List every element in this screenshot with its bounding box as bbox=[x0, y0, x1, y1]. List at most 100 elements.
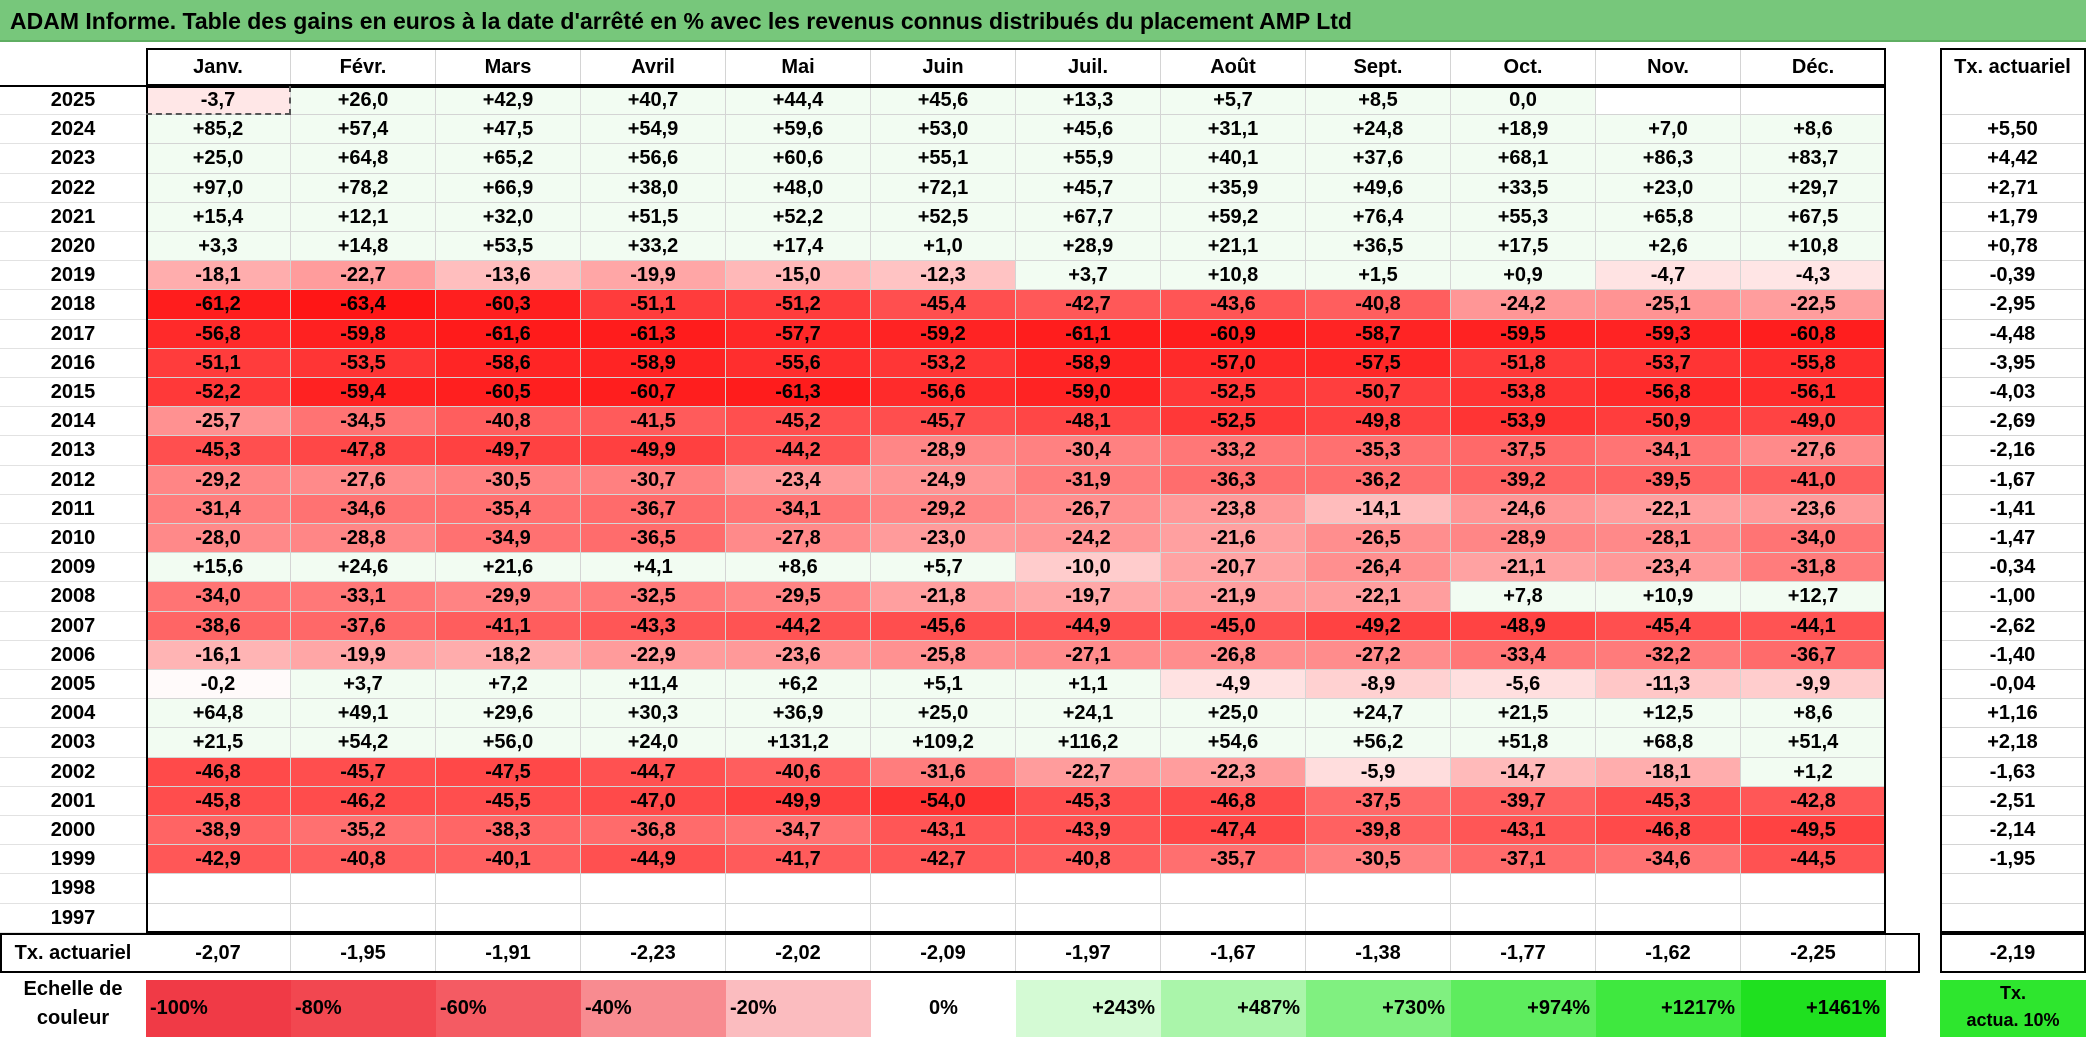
table-cell: -5,6 bbox=[1451, 670, 1596, 700]
table-cell: -45,3 bbox=[146, 436, 291, 466]
rate-cell: -2,69 bbox=[1940, 407, 2086, 437]
table-cell: -40,1 bbox=[436, 845, 581, 875]
table-cell: +40,1 bbox=[1161, 144, 1306, 174]
table-cell bbox=[726, 874, 871, 904]
table-cell: +52,5 bbox=[871, 202, 1016, 232]
table-cell bbox=[146, 874, 291, 904]
table-cell: -34,1 bbox=[1596, 436, 1741, 466]
table-cell: -48,1 bbox=[1016, 407, 1161, 437]
table-cell: +64,8 bbox=[291, 144, 436, 174]
table-cell: +44,4 bbox=[726, 86, 871, 116]
table-cell: -22,3 bbox=[1161, 757, 1306, 787]
table-cell: -63,4 bbox=[291, 290, 436, 320]
table-cell: +59,2 bbox=[1161, 202, 1306, 232]
table-cell: -59,0 bbox=[1016, 378, 1161, 408]
table-cell bbox=[1451, 903, 1596, 933]
table-cell: +78,2 bbox=[291, 173, 436, 203]
table-cell: -44,2 bbox=[726, 611, 871, 641]
table-cell: -30,7 bbox=[581, 465, 726, 495]
table-cell: -32,2 bbox=[1596, 640, 1741, 670]
table-cell bbox=[436, 903, 581, 933]
rate-cell: +4,42 bbox=[1940, 144, 2086, 174]
table-cell: +21,6 bbox=[436, 553, 581, 583]
total-cell: -1,38 bbox=[1306, 932, 1451, 973]
table-cell: -36,5 bbox=[581, 524, 726, 554]
year-label: 2004 bbox=[0, 699, 146, 729]
year-label: 2007 bbox=[0, 612, 146, 641]
table-cell: -46,8 bbox=[1596, 816, 1741, 846]
year-label: 1998 bbox=[0, 874, 146, 904]
total-cell: -1,91 bbox=[436, 932, 581, 973]
table-cell bbox=[1741, 903, 1886, 933]
table-cell: -33,4 bbox=[1451, 640, 1596, 670]
table-cell: -39,5 bbox=[1596, 465, 1741, 495]
rate-cell: -1,00 bbox=[1940, 582, 2086, 612]
report-title: ADAM Informe. Table des gains en euros à… bbox=[0, 0, 2086, 42]
table-cell: -0,2 bbox=[146, 670, 291, 700]
table-cell: -26,7 bbox=[1016, 494, 1161, 524]
color-scale-label-line2: couleur bbox=[36, 1007, 110, 1029]
table-cell: -53,2 bbox=[871, 348, 1016, 378]
table-cell: -30,5 bbox=[1306, 845, 1451, 875]
table-cell: +65,8 bbox=[1596, 202, 1741, 232]
rate-header: Tx. actuariel bbox=[1940, 48, 2086, 86]
table-cell: -36,7 bbox=[581, 494, 726, 524]
table-cell: -39,7 bbox=[1451, 786, 1596, 816]
table-cell: +54,6 bbox=[1161, 728, 1306, 758]
year-label: 2001 bbox=[0, 787, 146, 816]
total-cell: -2,23 bbox=[581, 932, 726, 973]
table-cell: -55,6 bbox=[726, 348, 871, 378]
table-cell: 0,0 bbox=[1451, 86, 1596, 116]
table-cell: -29,2 bbox=[146, 465, 291, 495]
table-cell: -34,0 bbox=[1741, 524, 1886, 554]
table-cell: -8,9 bbox=[1306, 670, 1451, 700]
table-cell: -56,8 bbox=[146, 319, 291, 349]
table-cell: -56,1 bbox=[1741, 378, 1886, 408]
table-cell: +21,5 bbox=[1451, 699, 1596, 729]
table-cell: +131,2 bbox=[726, 728, 871, 758]
table-cell bbox=[1741, 86, 1886, 116]
table-cell: -28,9 bbox=[871, 436, 1016, 466]
table-cell bbox=[1016, 874, 1161, 904]
table-cell: +3,7 bbox=[291, 670, 436, 700]
table-cell: +35,9 bbox=[1161, 173, 1306, 203]
table-cell: +38,0 bbox=[581, 173, 726, 203]
table-cell: -52,5 bbox=[1161, 407, 1306, 437]
year-label: 2025 bbox=[0, 86, 146, 116]
table-cell: -41,5 bbox=[581, 407, 726, 437]
table-cell: -33,1 bbox=[291, 582, 436, 612]
table-cell: -14,7 bbox=[1451, 757, 1596, 787]
month-header-5: Mai bbox=[726, 48, 871, 86]
month-header-4: Avril bbox=[581, 48, 726, 86]
color-scale-step: -100% bbox=[146, 980, 291, 1037]
table-cell: -57,0 bbox=[1161, 348, 1306, 378]
table-cell: -52,5 bbox=[1161, 378, 1306, 408]
table-cell: -45,7 bbox=[871, 407, 1016, 437]
color-scale-step: +730% bbox=[1306, 980, 1451, 1037]
table-cell: -40,8 bbox=[1306, 290, 1451, 320]
table-cell: -21,6 bbox=[1161, 524, 1306, 554]
table-cell: +12,1 bbox=[291, 202, 436, 232]
table-cell: +37,6 bbox=[1306, 144, 1451, 174]
table-cell: -35,3 bbox=[1306, 436, 1451, 466]
table-cell: -38,9 bbox=[146, 816, 291, 846]
table-cell: +8,6 bbox=[1741, 699, 1886, 729]
table-cell: -18,2 bbox=[436, 640, 581, 670]
table-cell: +24,8 bbox=[1306, 115, 1451, 145]
table-cell: +42,9 bbox=[436, 86, 581, 116]
table-cell: +53,5 bbox=[436, 232, 581, 262]
total-cell: -2,09 bbox=[871, 932, 1016, 973]
table-cell: -60,7 bbox=[581, 378, 726, 408]
table-cell: +10,9 bbox=[1596, 582, 1741, 612]
rate-cell: -1,40 bbox=[1940, 640, 2086, 670]
table-cell: -58,6 bbox=[436, 348, 581, 378]
year-label: 2013 bbox=[0, 436, 146, 466]
table-cell: -49,9 bbox=[581, 436, 726, 466]
rate-cell bbox=[1940, 903, 2086, 933]
table-cell: -22,1 bbox=[1306, 582, 1451, 612]
table-cell: -32,5 bbox=[581, 582, 726, 612]
table-cell: +12,5 bbox=[1596, 699, 1741, 729]
table-cell: -38,3 bbox=[436, 816, 581, 846]
table-cell: -28,0 bbox=[146, 524, 291, 554]
table-cell: -31,9 bbox=[1016, 465, 1161, 495]
